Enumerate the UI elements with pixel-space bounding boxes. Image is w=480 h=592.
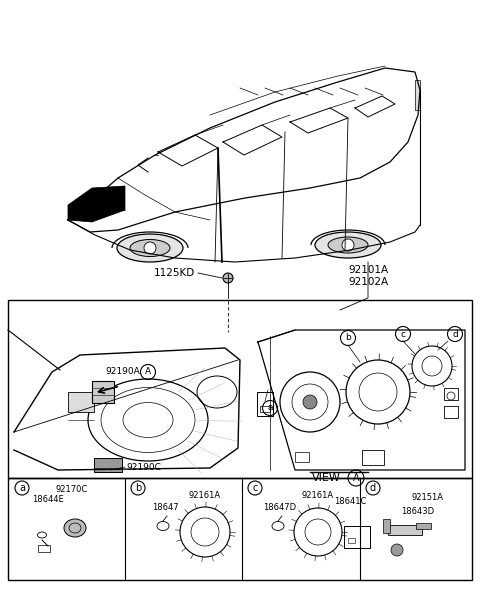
Ellipse shape [117, 234, 183, 262]
Text: 1125KD: 1125KD [154, 268, 195, 278]
Bar [260, 406, 270, 412]
Text: d: d [370, 483, 376, 493]
Text: 18647: 18647 [152, 504, 178, 513]
Bar [8, 478, 472, 580]
Text: 92161A: 92161A [302, 491, 334, 500]
Text: 92190A: 92190A [105, 368, 140, 377]
Bar [348, 538, 355, 543]
Text: 92190C: 92190C [126, 462, 161, 471]
Text: 18644E: 18644E [32, 496, 64, 504]
Circle shape [144, 242, 156, 254]
Polygon shape [68, 186, 125, 222]
Bar [94, 458, 122, 472]
Circle shape [342, 239, 354, 251]
Bar [415, 80, 420, 110]
Bar [257, 392, 273, 416]
Text: b: b [345, 333, 351, 343]
Ellipse shape [64, 519, 86, 537]
Bar [362, 450, 384, 465]
Text: 18643D: 18643D [401, 507, 434, 516]
Text: a: a [19, 483, 25, 493]
Bar [383, 519, 390, 533]
Circle shape [303, 395, 317, 409]
Text: A: A [145, 368, 151, 377]
Text: 92102A: 92102A [348, 277, 388, 287]
Bar [416, 523, 431, 529]
Text: d: d [452, 330, 458, 339]
Ellipse shape [328, 237, 368, 253]
Text: 92151A: 92151A [412, 494, 444, 503]
Text: 18641C: 18641C [334, 497, 366, 507]
Bar [444, 406, 458, 418]
Text: 92101A: 92101A [348, 265, 388, 275]
Bar [295, 452, 309, 462]
Circle shape [223, 273, 233, 283]
Bar [388, 525, 422, 535]
Text: 18647D: 18647D [264, 504, 297, 513]
Text: c: c [252, 483, 258, 493]
Ellipse shape [315, 232, 381, 258]
Bar [8, 300, 472, 478]
Text: c: c [400, 330, 406, 339]
Bar [68, 392, 94, 412]
Text: 92161A: 92161A [189, 491, 221, 500]
Bar [92, 381, 114, 403]
Text: VIEW: VIEW [312, 473, 341, 483]
Bar [444, 388, 458, 400]
Circle shape [391, 544, 403, 556]
Text: 92170C: 92170C [56, 485, 88, 494]
Bar [344, 526, 370, 548]
Text: a: a [267, 404, 273, 413]
Bar [38, 545, 50, 552]
Text: b: b [135, 483, 141, 493]
Ellipse shape [130, 240, 170, 256]
Text: A: A [353, 473, 360, 483]
